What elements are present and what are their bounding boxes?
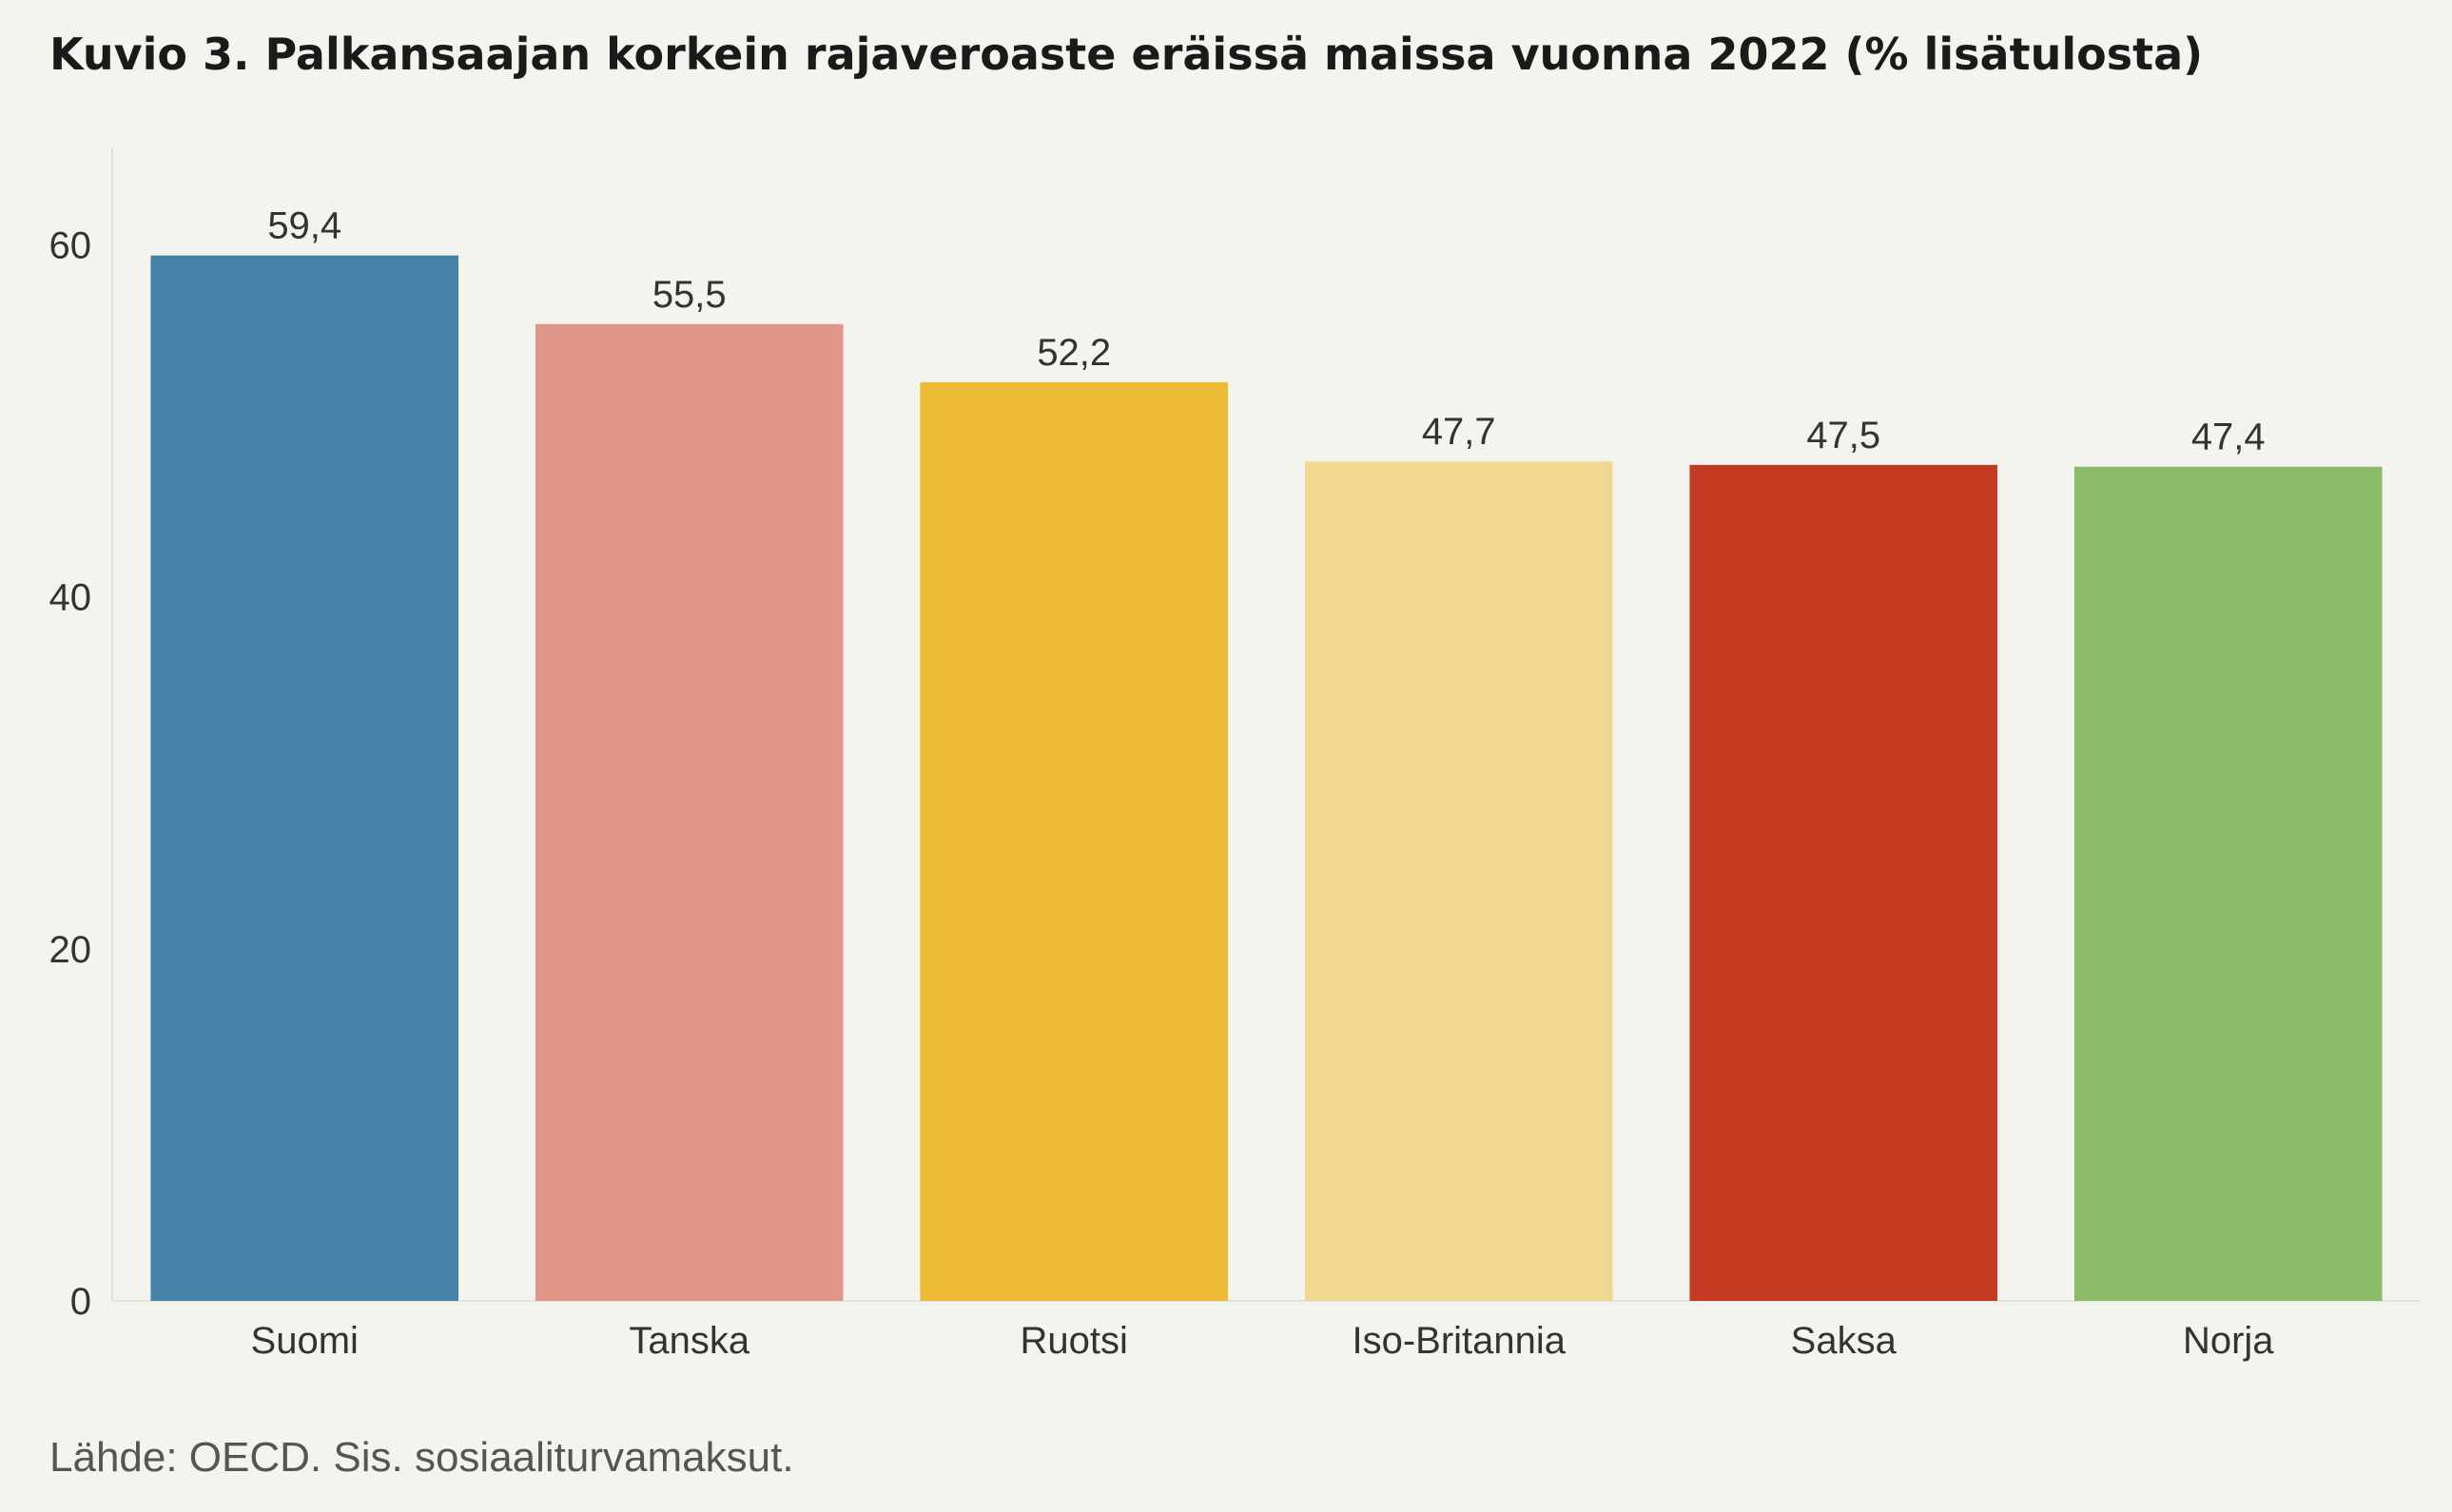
bar-tanska (535, 323, 844, 1301)
data-label: 47,5 (1806, 415, 1880, 456)
data-label: 55,5 (652, 274, 727, 316)
y-tick-label: 0 (70, 1281, 91, 1323)
y-tick-label: 20 (49, 929, 92, 971)
bar-norja (2073, 466, 2383, 1302)
data-label: 52,2 (1037, 332, 1111, 374)
y-tick-label: 40 (49, 577, 92, 619)
category-label: Iso-Britannia (1352, 1320, 1566, 1362)
category-label: Saksa (1791, 1320, 1897, 1362)
category-label: Tanska (629, 1320, 749, 1362)
category-label: Suomi (251, 1320, 359, 1362)
bar-saksa (1689, 464, 1998, 1301)
data-label: 47,4 (2191, 417, 2266, 458)
data-label: 47,7 (1422, 411, 1496, 453)
y-tick-label: 60 (49, 225, 92, 267)
chart-title: Kuvio 3. Palkansaajan korkein rajaveroas… (49, 29, 2204, 80)
bar-suomi (150, 255, 459, 1301)
category-label: Norja (2183, 1320, 2274, 1362)
bar-ruotsi (920, 381, 1229, 1302)
bar-chart: 0 20 40 60 59,4 Suomi 55,5 Tanska 52,2 Ruotsi 47,7… (49, 147, 2421, 1362)
bar-iso-britannia (1304, 461, 1613, 1301)
data-label: 59,4 (267, 205, 341, 247)
source-note: Lähde: OECD. Sis. sosiaaliturvamaksut. (49, 1434, 794, 1481)
category-label: Ruotsi (1021, 1320, 1128, 1362)
